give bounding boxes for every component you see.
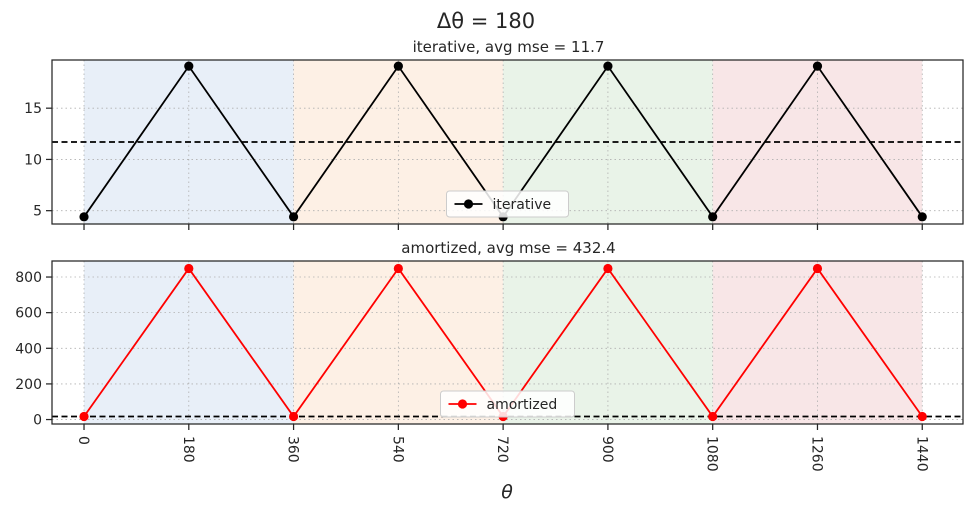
- iterative-legend-label: iterative: [493, 197, 552, 213]
- figure-suptitle: Δθ = 180: [437, 9, 535, 33]
- amortized-point-8: [917, 411, 927, 422]
- x-axis-label: θ: [501, 481, 513, 503]
- amortized-point-1: [184, 263, 194, 274]
- amortized-xtick-label-5: 900: [599, 436, 615, 463]
- iterative-point-8: [917, 212, 927, 222]
- amortized-ytick-label-0: 0: [33, 413, 42, 429]
- iterative-title: iterative, avg mse = 11.7: [413, 38, 605, 56]
- iterative-point-3: [393, 61, 403, 71]
- amortized-xtick-label-0: 0: [75, 436, 91, 445]
- iterative-point-1: [184, 61, 194, 71]
- iterative-point-0: [79, 212, 89, 222]
- amortized-xtick-label-1: 180: [180, 436, 196, 463]
- iterative-axes-frame: [51, 59, 964, 225]
- amortized-point-6: [708, 411, 718, 422]
- iterative-legend: iterative: [446, 190, 569, 218]
- amortized-legend-box: [440, 390, 575, 418]
- iterative-point-6: [708, 212, 718, 222]
- amortized-point-7: [812, 263, 823, 274]
- amortized-legend: amortized: [440, 390, 575, 418]
- iterative-ytick-label-1: 10: [24, 152, 42, 168]
- amortized-xtick-label-8: 1440: [913, 436, 929, 472]
- amortized-axes-frame: [51, 260, 964, 425]
- iterative-ytick-label-2: 15: [24, 101, 42, 117]
- amortized-xtick-label-7: 1260: [808, 436, 824, 472]
- iterative-subplot: 5 10 15 iterative, avg mse = 11.7 iterative: [24, 38, 964, 230]
- iterative-point-5: [603, 61, 613, 71]
- amortized-legend-label: amortized: [487, 397, 558, 413]
- amortized-point-0: [79, 411, 89, 422]
- amortized-ytick-label-3: 600: [15, 306, 42, 322]
- amortized-subplot: 0 200 400 600 800 0 180 360 540 720 900 1080 1260 144…: [15, 239, 964, 472]
- amortized-ytick-label-2: 400: [15, 341, 42, 357]
- iterative-legend-marker: [463, 199, 474, 209]
- iterative-ytick-label-0: 5: [33, 204, 42, 220]
- subplots: 5 10 15 iterative, avg mse = 11.7 iterative 0…: [15, 38, 964, 472]
- amortized-point-5: [603, 263, 613, 274]
- iterative-point-7: [812, 61, 823, 71]
- amortized-xtick-label-4: 720: [494, 436, 510, 463]
- amortized-xtick-label-3: 540: [389, 436, 405, 463]
- amortized-legend-marker: [457, 399, 468, 409]
- amortized-title: amortized, avg mse = 432.4: [401, 239, 615, 257]
- iterative-legend-box: [446, 190, 569, 218]
- amortized-xtick-label-6: 1080: [704, 436, 720, 472]
- amortized-xtick-label-2: 360: [285, 436, 301, 463]
- amortized-ytick-label-4: 800: [15, 270, 42, 286]
- amortized-point-3: [393, 263, 403, 274]
- amortized-point-2: [288, 411, 299, 422]
- amortized-ytick-label-1: 200: [15, 377, 42, 393]
- iterative-point-2: [288, 212, 299, 222]
